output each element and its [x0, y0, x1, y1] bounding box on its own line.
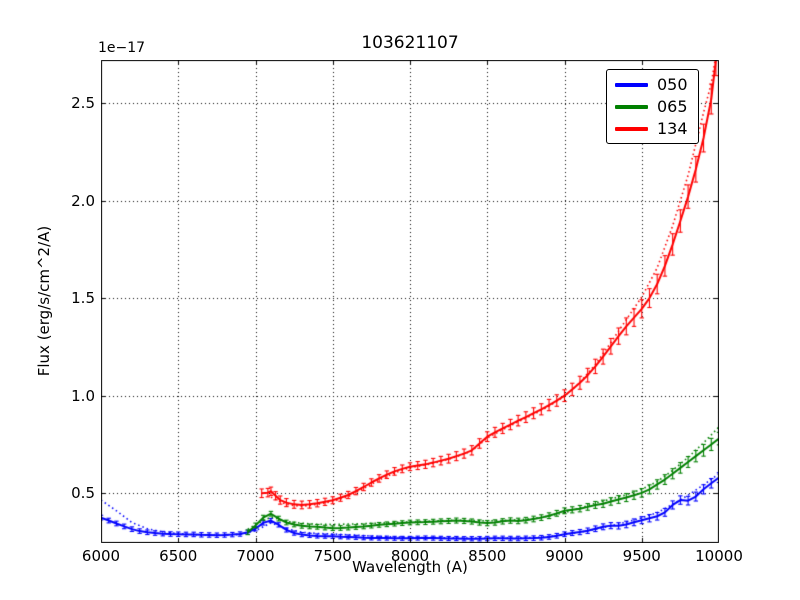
x-tick-label: 8500	[468, 547, 507, 565]
legend: 050 065 134	[606, 69, 699, 144]
x-tick-label: 8000	[390, 547, 430, 565]
legend-entry-050: 050	[615, 75, 688, 94]
legend-line-green	[615, 104, 648, 109]
legend-label: 134	[657, 118, 688, 138]
x-axis-label: Wavelength (A)	[352, 558, 468, 576]
legend-line-red	[615, 126, 648, 131]
y-tick-label: 1.0	[71, 386, 95, 405]
y-tick-label: 1.5	[71, 289, 95, 308]
x-tick-label: 6000	[81, 547, 121, 565]
legend-entry-065: 065	[615, 97, 688, 116]
y-axis-offset-label: 1e−17	[98, 40, 146, 56]
legend-label: 050	[657, 74, 688, 94]
x-tick-label: 9500	[622, 547, 661, 565]
x-tick-label: 9000	[545, 547, 584, 565]
plot-title: 103621107	[361, 33, 459, 53]
legend-label: 065	[657, 96, 688, 116]
y-tick-label: 2.5	[71, 93, 95, 112]
x-tick-label: 7500	[313, 547, 352, 565]
legend-entry-134: 134	[615, 119, 688, 138]
x-tick-label: 6500	[159, 547, 198, 565]
x-tick-label: 7000	[236, 547, 275, 565]
y-tick-label: 2.0	[71, 191, 95, 210]
legend-line-blue	[615, 82, 648, 87]
y-tick-label: 0.5	[71, 484, 95, 503]
x-tick-label: 10000	[695, 547, 743, 565]
